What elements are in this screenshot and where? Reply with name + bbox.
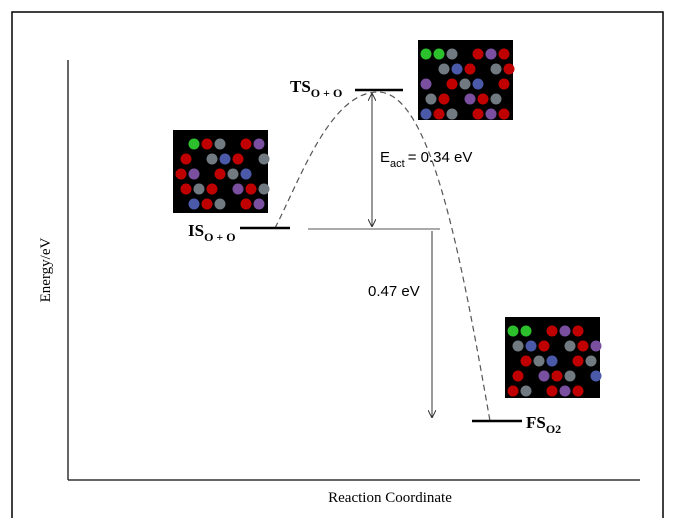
x-axis-label: Reaction Coordinate bbox=[328, 490, 452, 506]
atom bbox=[259, 184, 270, 195]
atom bbox=[189, 199, 200, 210]
atom bbox=[478, 94, 489, 105]
atom bbox=[421, 109, 432, 120]
atom bbox=[578, 341, 589, 352]
atom bbox=[220, 154, 231, 165]
atom bbox=[246, 184, 257, 195]
atom bbox=[207, 184, 218, 195]
atom bbox=[586, 356, 597, 367]
atom bbox=[452, 64, 463, 75]
atom bbox=[473, 49, 484, 60]
atom bbox=[233, 154, 244, 165]
atom bbox=[547, 326, 558, 337]
atom bbox=[421, 49, 432, 60]
structures bbox=[173, 40, 602, 398]
atom bbox=[565, 371, 576, 382]
atom bbox=[465, 64, 476, 75]
atom bbox=[202, 199, 213, 210]
atom bbox=[508, 326, 519, 337]
atom bbox=[547, 386, 558, 397]
atom bbox=[215, 139, 226, 150]
atom bbox=[233, 184, 244, 195]
atom bbox=[504, 64, 515, 75]
atom bbox=[573, 356, 584, 367]
ts-label: TSO + O bbox=[290, 77, 342, 100]
ts-sub: O + O bbox=[311, 86, 343, 100]
atom bbox=[560, 326, 571, 337]
atom bbox=[189, 169, 200, 180]
atom bbox=[513, 371, 524, 382]
atom bbox=[591, 371, 602, 382]
atom bbox=[591, 341, 602, 352]
atom bbox=[486, 109, 497, 120]
atom bbox=[254, 199, 265, 210]
is-sub: O + O bbox=[204, 230, 236, 244]
atom bbox=[521, 356, 532, 367]
atom bbox=[447, 109, 458, 120]
atom bbox=[434, 49, 445, 60]
atom bbox=[499, 109, 510, 120]
atom bbox=[460, 79, 471, 90]
atom bbox=[254, 139, 265, 150]
atom bbox=[499, 79, 510, 90]
ts-main: TS bbox=[290, 77, 311, 96]
is-label: ISO + O bbox=[188, 221, 236, 244]
atom bbox=[473, 109, 484, 120]
energy-diagram: Energy/eV Reaction Coordinate ISO + O TS… bbox=[0, 0, 675, 518]
reaction-path bbox=[275, 92, 490, 421]
atom bbox=[573, 386, 584, 397]
atom bbox=[202, 139, 213, 150]
atom bbox=[547, 356, 558, 367]
fs-label: FSO2 bbox=[526, 413, 561, 436]
atom bbox=[521, 326, 532, 337]
atom bbox=[486, 49, 497, 60]
atom bbox=[560, 386, 571, 397]
atom bbox=[508, 386, 519, 397]
atom bbox=[215, 199, 226, 210]
atom bbox=[499, 49, 510, 60]
atom bbox=[181, 184, 192, 195]
atom bbox=[241, 139, 252, 150]
barrier-label: Eact= 0.34 eV bbox=[380, 149, 472, 170]
atom bbox=[473, 79, 484, 90]
fs-sub: O2 bbox=[546, 422, 561, 436]
atom bbox=[491, 94, 502, 105]
barrier-value: = 0.34 eV bbox=[408, 149, 473, 166]
is-main: IS bbox=[188, 221, 204, 240]
y-axis-label: Energy/eV bbox=[38, 237, 54, 302]
atom bbox=[539, 371, 550, 382]
atom bbox=[439, 94, 450, 105]
barrier-symbol: E bbox=[380, 149, 390, 166]
atom bbox=[259, 154, 270, 165]
atom bbox=[194, 184, 205, 195]
atom bbox=[228, 169, 239, 180]
atom bbox=[207, 154, 218, 165]
fs-main: FS bbox=[526, 413, 546, 432]
atom bbox=[526, 341, 537, 352]
atom bbox=[539, 341, 550, 352]
atom bbox=[189, 139, 200, 150]
atom bbox=[426, 94, 437, 105]
atom bbox=[447, 79, 458, 90]
atom bbox=[176, 169, 187, 180]
atom bbox=[421, 79, 432, 90]
reaction-energy-label: 0.47 eV bbox=[368, 283, 420, 300]
atom bbox=[534, 356, 545, 367]
atom bbox=[552, 371, 563, 382]
barrier-sub: act bbox=[390, 158, 405, 170]
atom bbox=[573, 326, 584, 337]
atom bbox=[215, 169, 226, 180]
atom bbox=[434, 109, 445, 120]
atom bbox=[513, 341, 524, 352]
atom bbox=[521, 386, 532, 397]
atom bbox=[565, 341, 576, 352]
atom bbox=[465, 94, 476, 105]
atom bbox=[491, 64, 502, 75]
atom bbox=[241, 199, 252, 210]
atom bbox=[241, 169, 252, 180]
atom bbox=[447, 49, 458, 60]
atom bbox=[439, 64, 450, 75]
atom bbox=[181, 154, 192, 165]
